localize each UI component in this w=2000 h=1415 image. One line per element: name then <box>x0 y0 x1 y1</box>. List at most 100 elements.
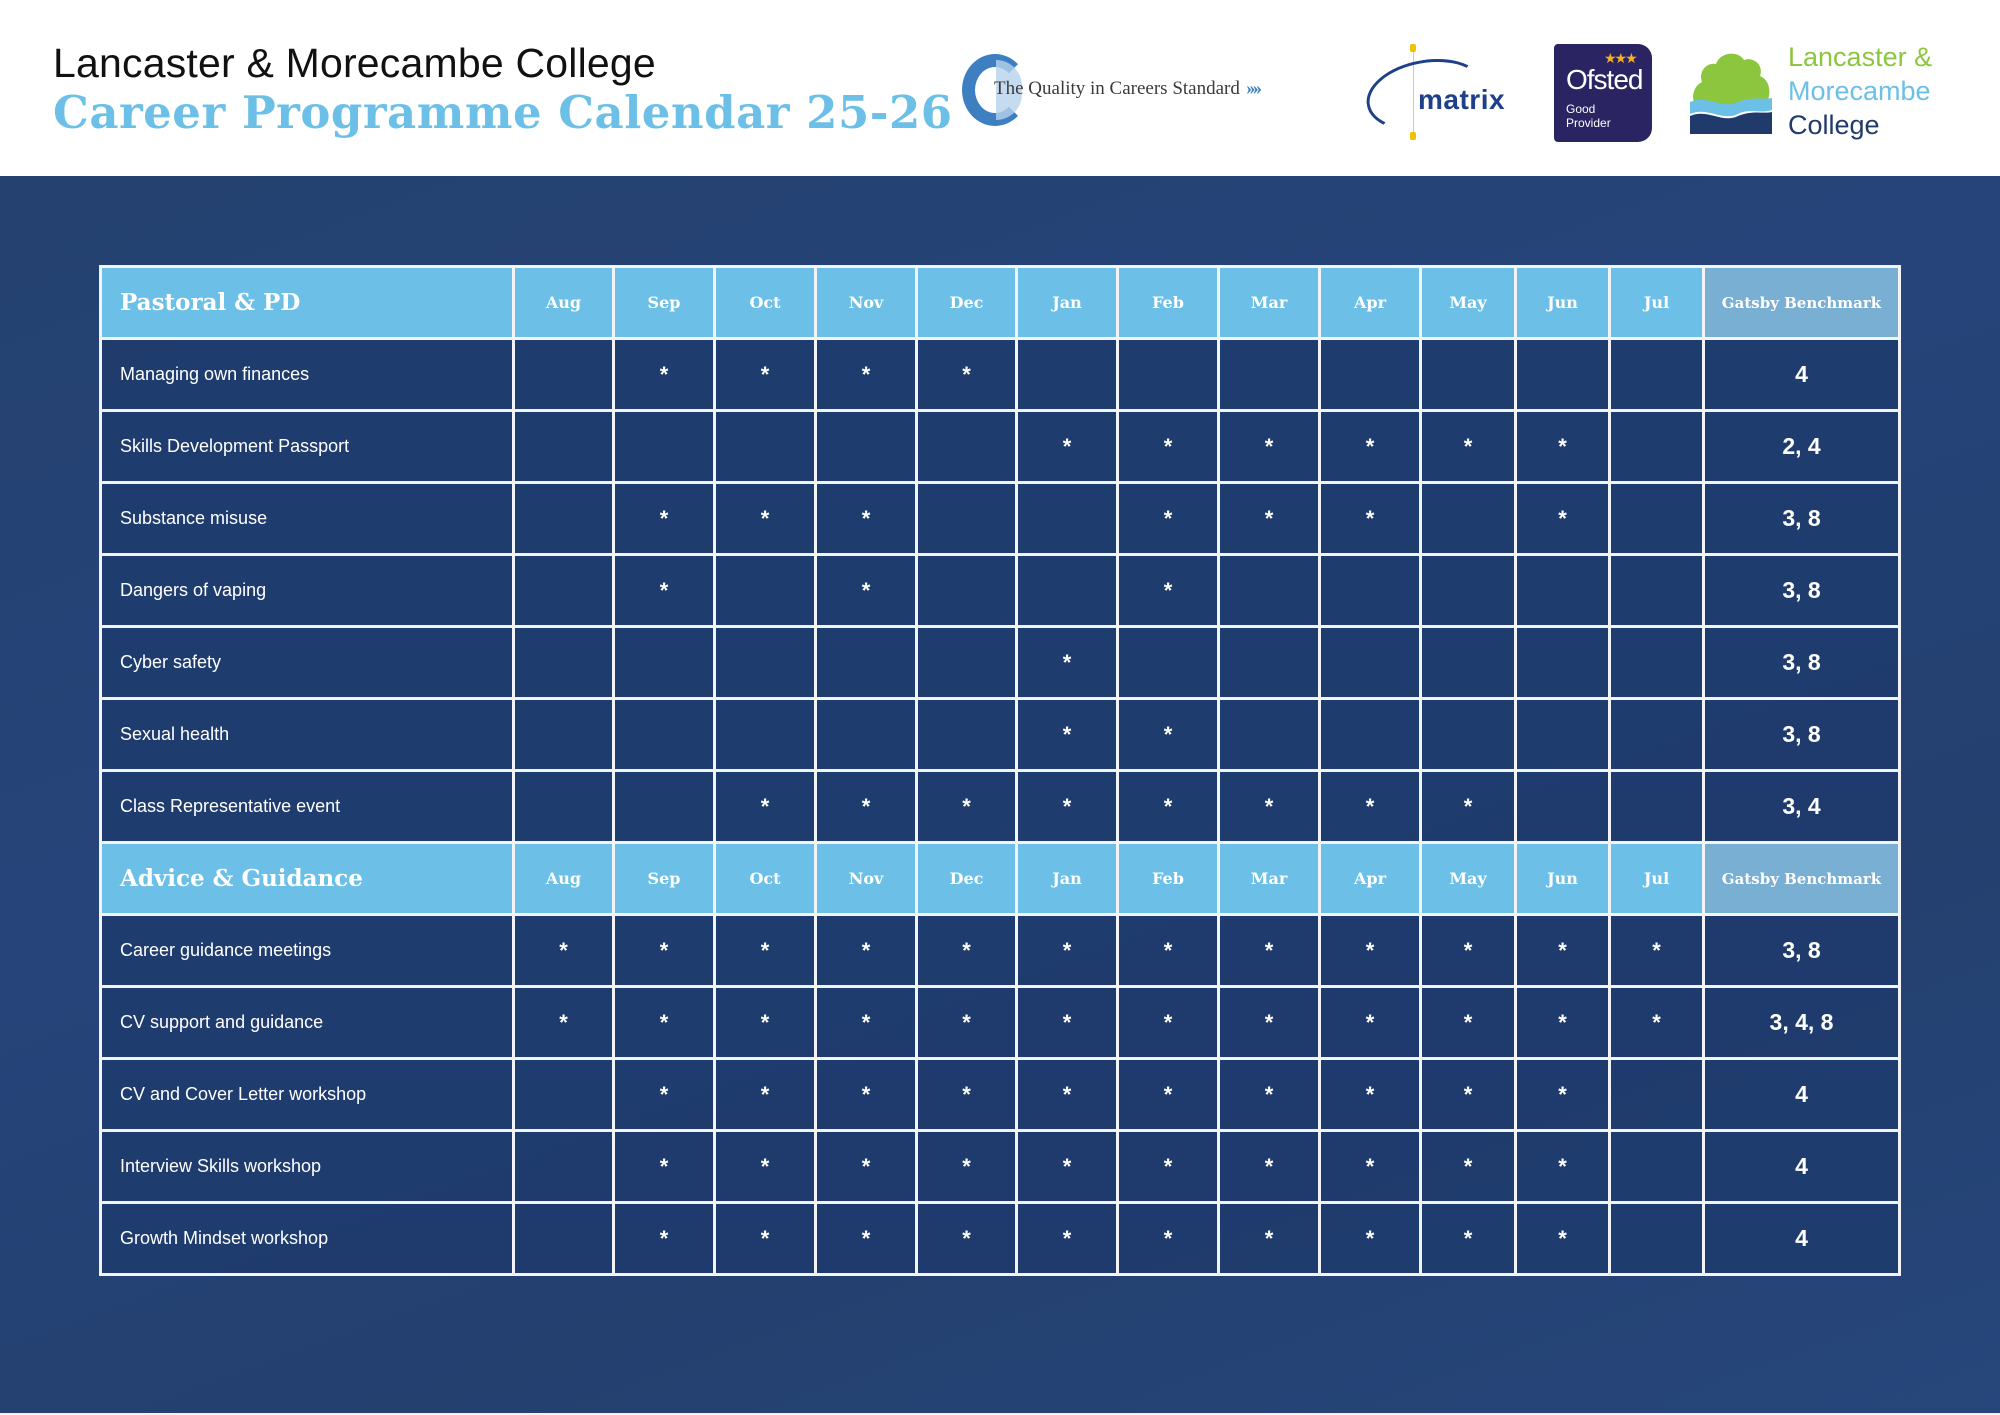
table-row: Interview Skills workshop * * * * * * * * * * 4 <box>99 1129 1901 1204</box>
month-cell-oct: * <box>713 913 817 988</box>
college-logo-line3: College <box>1788 110 1880 140</box>
matrix-dot-icon <box>1410 132 1416 140</box>
month-cell-oct <box>713 625 817 700</box>
month-header-sep: Sep <box>612 265 716 340</box>
month-cell-nov: * <box>814 1057 918 1132</box>
table-row: Class Representative event * * * * * * * * 3, 4 <box>99 769 1901 844</box>
month-cell-sep: * <box>612 913 716 988</box>
month-cell-nov <box>814 409 918 484</box>
activity-name: Interview Skills workshop <box>99 1129 515 1204</box>
gatsby-benchmark-value: 3, 4, 8 <box>1702 985 1901 1060</box>
gatsby-benchmark-value: 3, 8 <box>1702 625 1901 700</box>
month-cell-jan: * <box>1015 1201 1119 1276</box>
month-cell-feb: * <box>1116 481 1220 556</box>
month-cell-sep: * <box>612 481 716 556</box>
month-cell-oct: * <box>713 1129 817 1204</box>
month-cell-apr: * <box>1318 409 1422 484</box>
month-cell-feb: * <box>1116 1129 1220 1204</box>
month-cell-mar <box>1217 697 1321 772</box>
month-cell-mar: * <box>1217 409 1321 484</box>
month-cell-sep <box>612 409 716 484</box>
month-cell-oct: * <box>713 769 817 844</box>
month-cell-aug <box>512 553 615 628</box>
gatsby-benchmark-value: 3, 8 <box>1702 553 1901 628</box>
month-cell-mar <box>1217 625 1321 700</box>
page-header: Lancaster & Morecambe College Career Pro… <box>0 0 2000 176</box>
month-cell-jun: * <box>1514 1129 1611 1204</box>
month-cell-nov: * <box>814 1201 918 1276</box>
table-row: Substance misuse * * * * * * * 3, 8 <box>99 481 1901 556</box>
month-cell-dec <box>915 553 1018 628</box>
month-cell-dec <box>915 625 1018 700</box>
month-cell-jun <box>1514 769 1611 844</box>
month-cell-jul <box>1608 553 1705 628</box>
month-cell-aug <box>512 769 615 844</box>
month-cell-jul <box>1608 481 1705 556</box>
gatsby-benchmark-value: 4 <box>1702 1057 1901 1132</box>
month-cell-jun: * <box>1514 409 1611 484</box>
activity-name: Managing own finances <box>99 337 515 412</box>
month-cell-nov: * <box>814 769 918 844</box>
month-cell-feb: * <box>1116 1201 1220 1276</box>
section-title: Advice & Guidance <box>99 841 515 916</box>
gatsby-benchmark-value: 3, 8 <box>1702 481 1901 556</box>
month-cell-aug <box>512 481 615 556</box>
tree-waves-icon <box>1690 53 1772 134</box>
month-cell-may: * <box>1419 409 1517 484</box>
month-cell-mar: * <box>1217 985 1321 1060</box>
month-cell-nov <box>814 697 918 772</box>
month-cell-mar: * <box>1217 913 1321 988</box>
month-cell-aug: * <box>512 913 615 988</box>
month-cell-dec: * <box>915 985 1018 1060</box>
month-cell-apr: * <box>1318 1057 1422 1132</box>
bottom-strip <box>0 1413 2000 1415</box>
month-cell-sep <box>612 697 716 772</box>
table-row: Dangers of vaping * * * 3, 8 <box>99 553 1901 628</box>
month-cell-may <box>1419 697 1517 772</box>
table-row: Cyber safety * 3, 8 <box>99 625 1901 700</box>
month-cell-jan: * <box>1015 409 1119 484</box>
month-cell-apr: * <box>1318 1129 1422 1204</box>
table-row: CV and Cover Letter workshop * * * * * * * * * * 4 <box>99 1057 1901 1132</box>
activity-name: Skills Development Passport <box>99 409 515 484</box>
activity-name: Cyber safety <box>99 625 515 700</box>
activity-name: Class Representative event <box>99 769 515 844</box>
month-header-nov: Nov <box>814 265 918 340</box>
matrix-logo: matrix <box>1348 44 1528 140</box>
table-row: CV support and guidance * * * * * * * * * * * * 3, 4,… <box>99 985 1901 1060</box>
table-row: Skills Development Passport * * * * * * 2, 4 <box>99 409 1901 484</box>
activity-name: Growth Mindset workshop <box>99 1201 515 1276</box>
month-cell-sep: * <box>612 1129 716 1204</box>
month-cell-aug <box>512 1057 615 1132</box>
month-cell-jun <box>1514 697 1611 772</box>
month-cell-jan: * <box>1015 985 1119 1060</box>
month-cell-feb: * <box>1116 913 1220 988</box>
table-row: Sexual health * * 3, 8 <box>99 697 1901 772</box>
gatsby-benchmark-value: 4 <box>1702 337 1901 412</box>
month-cell-apr: * <box>1318 985 1422 1060</box>
activity-name: Sexual health <box>99 697 515 772</box>
page-title: Career Programme Calendar 25-26 <box>53 86 953 139</box>
section-title: Pastoral & PD <box>99 265 515 340</box>
month-cell-aug: * <box>512 985 615 1060</box>
month-cell-sep <box>612 769 716 844</box>
month-header-apr: Apr <box>1318 841 1422 916</box>
month-cell-dec: * <box>915 769 1018 844</box>
month-cell-mar: * <box>1217 1129 1321 1204</box>
month-cell-sep: * <box>612 1201 716 1276</box>
gatsby-benchmark-header: Gatsby Benchmark <box>1702 265 1901 340</box>
month-cell-jul <box>1608 409 1705 484</box>
month-cell-jan <box>1015 481 1119 556</box>
activity-name: Substance misuse <box>99 481 515 556</box>
month-cell-dec: * <box>915 1201 1018 1276</box>
matrix-crosshair-line <box>1413 44 1414 140</box>
month-header-jul: Jul <box>1608 265 1705 340</box>
ofsted-label: Ofsted <box>1566 64 1643 95</box>
month-cell-oct: * <box>713 985 817 1060</box>
month-header-jun: Jun <box>1514 841 1611 916</box>
month-cell-feb: * <box>1116 985 1220 1060</box>
month-cell-jan: * <box>1015 769 1119 844</box>
month-cell-dec: * <box>915 1129 1018 1204</box>
month-cell-nov: * <box>814 553 918 628</box>
month-cell-oct: * <box>713 1201 817 1276</box>
